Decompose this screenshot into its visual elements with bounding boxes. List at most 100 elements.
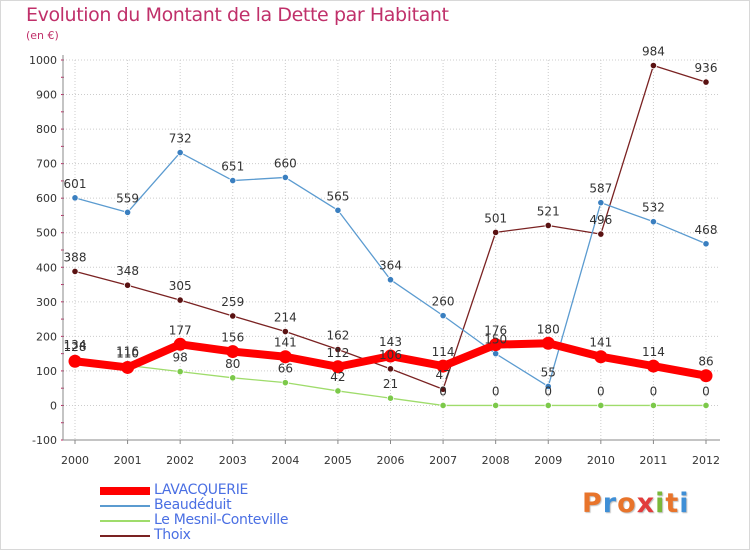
- data-point: [492, 401, 500, 410]
- data-point: [386, 365, 395, 373]
- data-point: [702, 401, 710, 410]
- data-label: 532: [642, 201, 665, 215]
- data-point: [544, 221, 552, 230]
- data-label: 112: [326, 346, 349, 360]
- data-label: 150: [484, 333, 507, 347]
- chart-title: Evolution du Montant de la Dette par Hab…: [26, 4, 449, 26]
- x-tick-label: 2004: [271, 454, 299, 467]
- data-label: 601: [64, 177, 87, 191]
- data-label: 214: [274, 311, 297, 325]
- data-point: [492, 350, 500, 358]
- y-tick-label: 700: [36, 158, 57, 171]
- data-label: 47: [435, 368, 450, 382]
- data-label: 587: [589, 182, 612, 196]
- legend-swatch: [100, 487, 150, 495]
- data-label: 128: [64, 340, 87, 354]
- y-tick-label: 800: [36, 123, 57, 136]
- data-point: [226, 345, 240, 359]
- data-point: [646, 359, 660, 373]
- x-tick-label: 2005: [324, 454, 352, 467]
- data-point: [176, 367, 184, 376]
- data-point: [702, 78, 710, 86]
- data-point: [544, 401, 552, 410]
- y-tick-label: 100: [36, 365, 57, 378]
- data-point: [334, 387, 342, 395]
- grid: [63, 59, 720, 441]
- legend-label: Beaudéduit: [154, 497, 232, 513]
- data-point: [176, 296, 184, 304]
- data-label: 141: [589, 336, 612, 350]
- data-label: 114: [432, 345, 455, 359]
- data-label: 180: [537, 322, 560, 336]
- logo-letter: P: [582, 488, 603, 519]
- data-point: [489, 338, 503, 352]
- data-point: [436, 359, 450, 373]
- data-point: [386, 394, 395, 402]
- x-tick-label: 2008: [482, 454, 510, 467]
- logo-letter: t: [665, 488, 680, 519]
- y-tick-label: 1000: [29, 54, 57, 67]
- data-point: [71, 194, 79, 202]
- data-point: [331, 360, 345, 374]
- x-tick-label: 2011: [639, 454, 667, 467]
- x-tick-label: 2010: [587, 454, 615, 467]
- data-label: 651: [221, 160, 244, 174]
- data-label: 348: [116, 264, 139, 278]
- x-tick-label: 2009: [534, 454, 562, 467]
- data-label: 984: [642, 45, 665, 59]
- data-point: [649, 61, 658, 70]
- data-point: [544, 382, 552, 391]
- data-label: 565: [326, 189, 349, 203]
- data-point: [597, 199, 605, 207]
- data-label: 86: [698, 355, 713, 369]
- data-labels: 388 348 305 259 214 162 106 47 501 521 496 984 936 60…: [64, 45, 718, 399]
- data-label: 364: [379, 259, 402, 273]
- data-label: 0: [597, 384, 605, 398]
- data-label: 501: [484, 211, 507, 225]
- data-label: 305: [169, 279, 192, 293]
- data-label: 114: [642, 345, 665, 359]
- data-label: 66: [278, 362, 293, 376]
- data-label: 143: [379, 335, 402, 349]
- data-point: [439, 312, 447, 320]
- legend-swatch: [100, 505, 150, 507]
- data-point: [281, 327, 289, 336]
- data-label: 260: [432, 295, 455, 309]
- data-point: [492, 228, 500, 236]
- data-point: [281, 173, 289, 182]
- data-point: [281, 379, 289, 387]
- x-tick-label: 2006: [377, 454, 405, 467]
- data-point: [386, 276, 395, 284]
- data-label: 116: [116, 344, 139, 358]
- data-label: 98: [173, 351, 188, 365]
- x-tick-label: 2002: [166, 454, 194, 467]
- data-label: 388: [64, 250, 87, 264]
- data-point: [229, 312, 237, 320]
- logo-letter: i: [655, 488, 666, 519]
- data-label: 55: [541, 365, 556, 379]
- data-label: 0: [544, 384, 552, 398]
- logo-letter: i: [679, 488, 690, 519]
- axes: -100010020030040050060070080090010002000…: [29, 54, 720, 467]
- data-point: [439, 401, 447, 410]
- legend-swatch: [100, 520, 150, 522]
- x-tick-label: 2001: [114, 454, 142, 467]
- data-label: 134: [64, 338, 87, 352]
- x-tick-label: 2007: [429, 454, 457, 467]
- data-point: [121, 360, 135, 374]
- legend-label: Thoix: [154, 527, 191, 543]
- data-label: 732: [169, 132, 192, 146]
- data-label: 80: [225, 357, 240, 371]
- data-point: [384, 349, 397, 363]
- data-point: [123, 281, 132, 289]
- unit-label: (en €): [26, 29, 59, 42]
- proxiti-logo: Proxiti: [582, 488, 690, 519]
- data-label: 141: [274, 336, 297, 350]
- y-tick-label: 400: [36, 261, 57, 274]
- x-tick-label: 2003: [219, 454, 247, 467]
- data-point: [71, 267, 79, 276]
- logo-letter: x: [636, 488, 656, 519]
- data-point: [597, 401, 605, 410]
- y-tick-label: 0: [50, 399, 57, 412]
